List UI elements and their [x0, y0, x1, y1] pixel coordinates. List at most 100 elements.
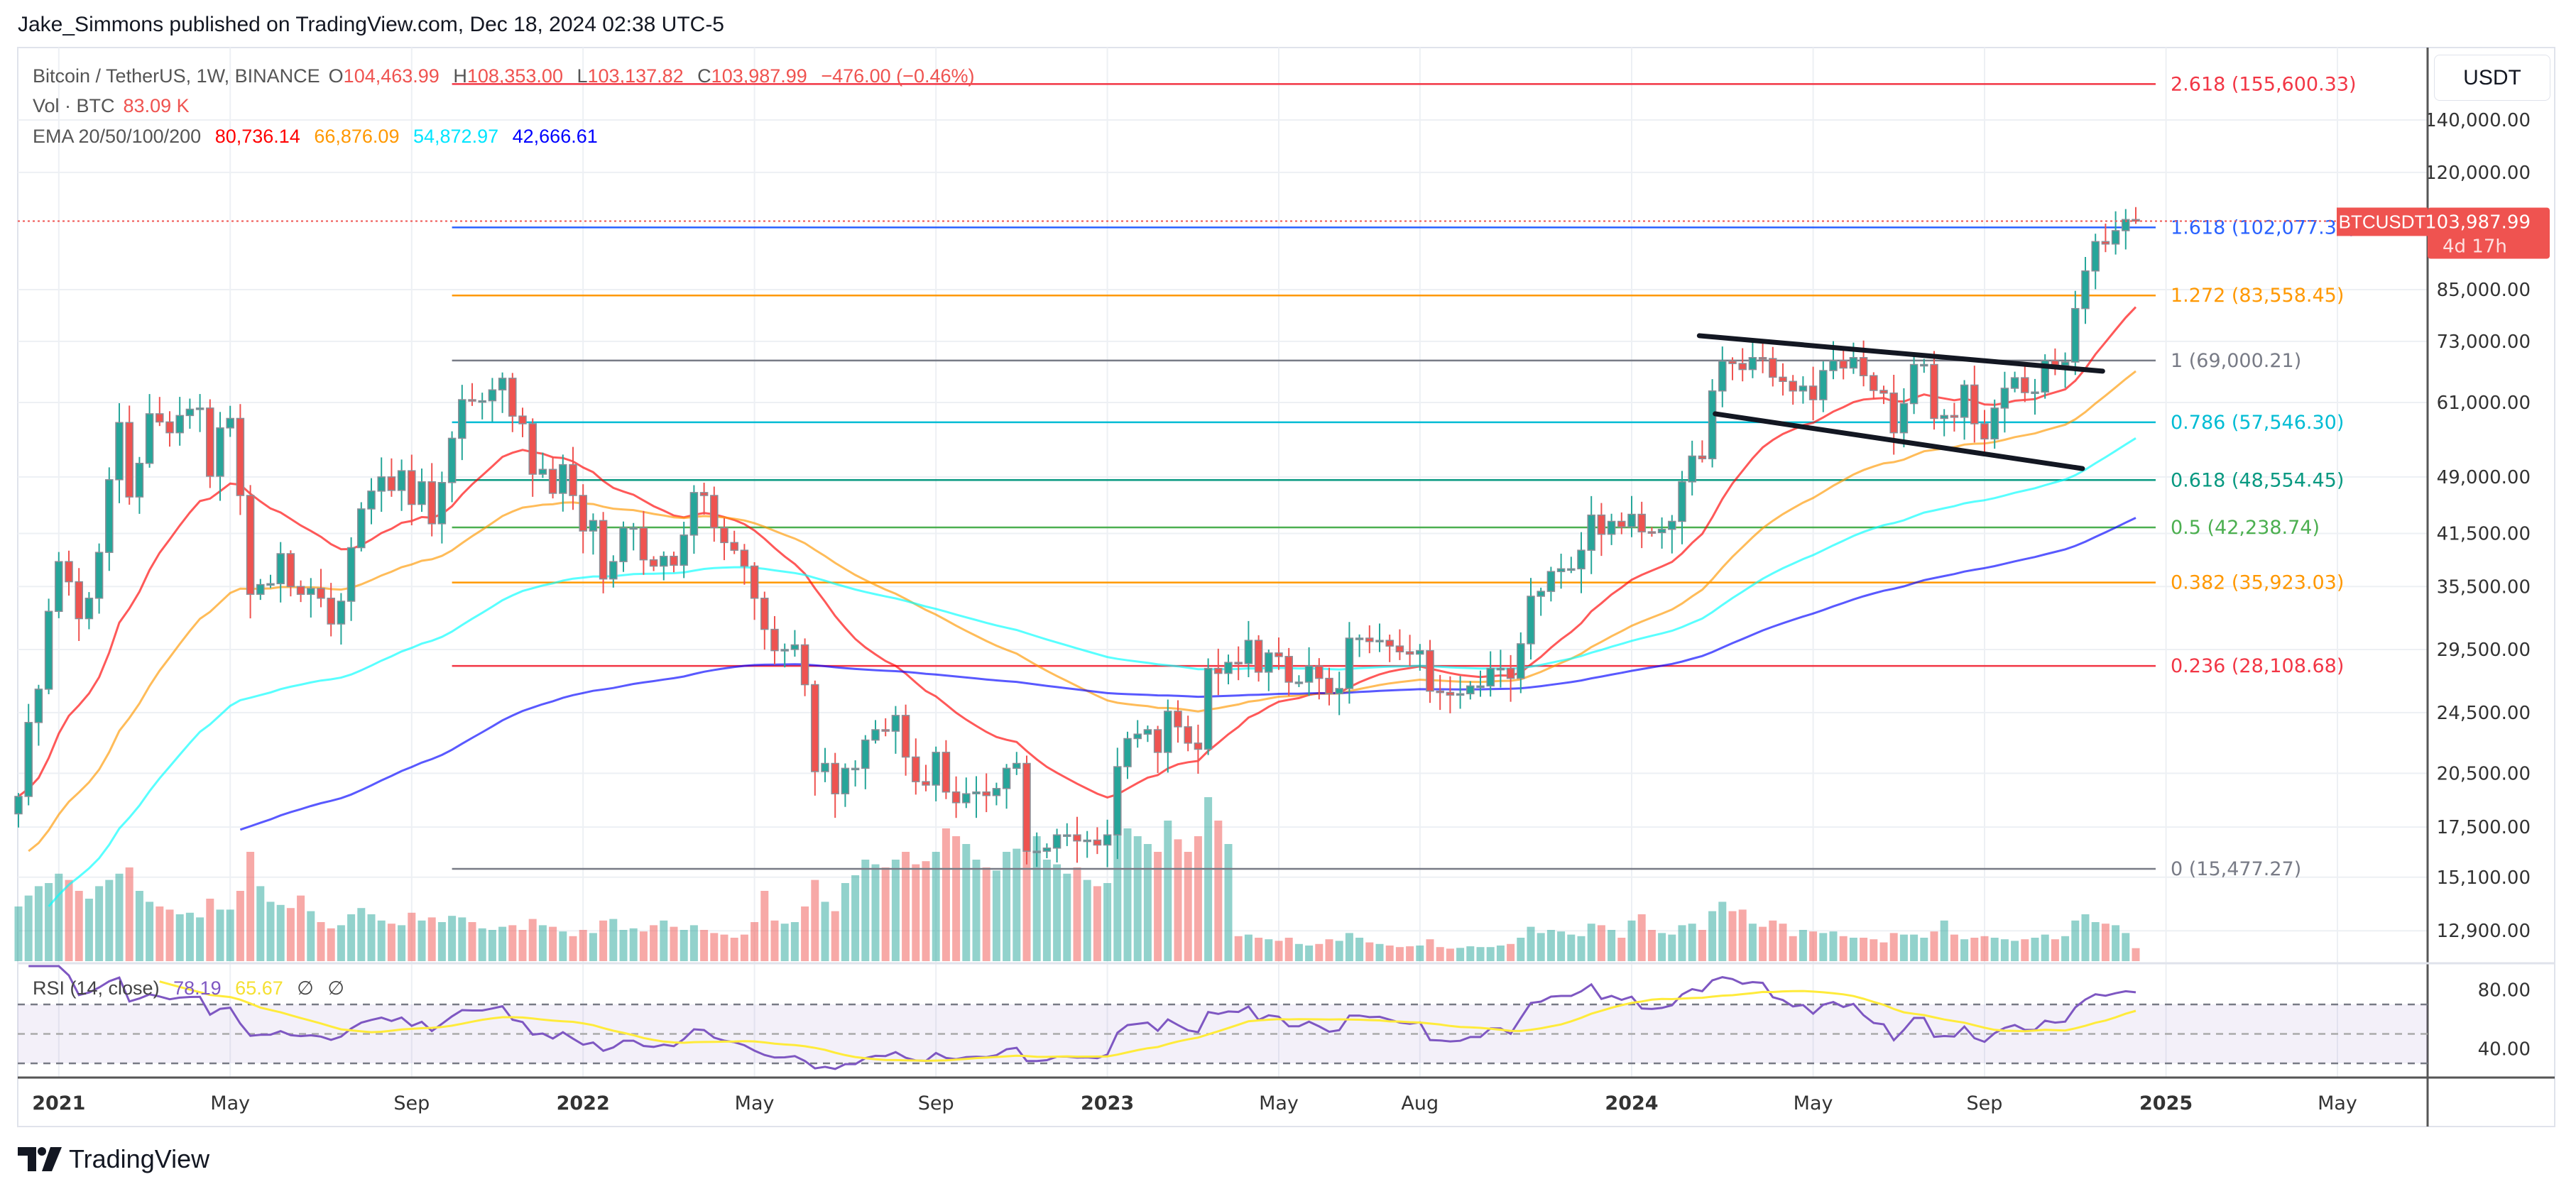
volume-bar: [831, 911, 839, 961]
candle: [498, 372, 507, 413]
candle: [458, 385, 466, 461]
candle-body: [1839, 360, 1848, 369]
candle: [1234, 646, 1243, 681]
price-tick-label: 15,100.00: [2437, 867, 2531, 889]
price-tick-label: 73,000.00: [2437, 332, 2531, 353]
volume-bar: [1668, 934, 1676, 961]
candle: [2071, 290, 2080, 376]
candle: [1486, 651, 1495, 697]
candle-body: [871, 729, 880, 741]
volume-bar: [185, 912, 194, 961]
candle: [1214, 648, 1223, 696]
volume-bar: [2122, 933, 2130, 961]
volume-bar: [307, 911, 315, 961]
candle: [800, 638, 809, 696]
candle: [84, 592, 94, 630]
candle-body: [740, 549, 749, 567]
candle-body: [34, 689, 43, 723]
candle: [528, 418, 537, 497]
candle-body: [1597, 514, 1606, 535]
candle-body: [730, 542, 738, 551]
candle-body: [1265, 652, 1273, 673]
volume-bar: [639, 931, 648, 961]
candle: [2101, 223, 2110, 253]
candle-body: [579, 495, 587, 532]
candle: [1909, 354, 1919, 415]
volume-bar: [1799, 930, 1807, 961]
candle-body: [1607, 520, 1616, 535]
currency-button[interactable]: USDT: [2434, 55, 2550, 101]
candle: [1950, 402, 1959, 432]
candle-body: [660, 555, 668, 567]
candle: [2000, 371, 2009, 433]
candle: [1083, 831, 1091, 858]
candle: [1184, 716, 1192, 752]
volume-bar: [398, 925, 406, 961]
candle: [1294, 675, 1304, 687]
candle-body: [1496, 667, 1505, 671]
candle-body: [972, 791, 981, 794]
candle: [357, 502, 366, 552]
volume-bar: [1355, 938, 1364, 961]
volume-bar: [1063, 873, 1071, 961]
volume-bar: [458, 917, 466, 961]
candle: [680, 522, 688, 579]
volume-bar: [1093, 886, 1101, 961]
volume-bar: [1627, 920, 1636, 961]
candle: [649, 556, 658, 571]
symbol-name[interactable]: Bitcoin / TetherUS, 1W, BINANCE: [33, 65, 320, 87]
tradingview-logo[interactable]: TradingView: [18, 1144, 209, 1174]
candle-body: [932, 752, 940, 786]
candle-body: [1718, 360, 1727, 392]
volume-label[interactable]: Vol · BTC: [33, 95, 115, 116]
candle-body: [780, 649, 789, 652]
volume-bar: [1960, 939, 1969, 961]
candle-body: [518, 415, 527, 424]
volume-bar: [337, 925, 345, 961]
candle-body: [1466, 685, 1475, 695]
candle: [1808, 366, 1818, 421]
volume-bar: [1738, 909, 1747, 961]
candle-body: [2122, 219, 2130, 231]
volume-bar: [236, 891, 244, 961]
candle: [1748, 339, 1757, 378]
candle-body: [992, 788, 1001, 796]
candle-body: [2041, 360, 2049, 393]
price-tick-label: 24,500.00: [2437, 703, 2531, 724]
candle-body: [1103, 834, 1112, 846]
candle: [337, 593, 346, 645]
candle: [1244, 620, 1253, 678]
candle-body: [14, 796, 23, 815]
candle-body: [1849, 357, 1858, 369]
candle-body: [185, 408, 195, 417]
price-tick-label: 85,000.00: [2437, 280, 2531, 301]
volume-bar: [175, 914, 184, 961]
volume-bar: [1305, 946, 1314, 961]
candle-body: [760, 597, 769, 630]
candle: [730, 530, 738, 554]
volume-bar: [1819, 933, 1828, 961]
candle: [1153, 725, 1162, 773]
candle-body: [1728, 360, 1737, 364]
trendline: [1696, 333, 2105, 374]
volume-bar: [730, 938, 738, 961]
candle-body: [1113, 766, 1122, 835]
volume-bar: [1174, 839, 1182, 961]
ema-label[interactable]: EMA 20/50/100/200: [33, 126, 202, 147]
tradingview-logo-icon: [18, 1147, 62, 1171]
volume-bar: [2061, 936, 2070, 961]
candle-body: [689, 492, 699, 536]
candle: [1708, 379, 1717, 468]
volume-bar: [55, 873, 63, 961]
candle: [1799, 376, 1808, 404]
volume-bar: [1759, 926, 1767, 961]
rsi-label[interactable]: RSI (14, close): [33, 977, 160, 999]
volume-bar: [1294, 943, 1303, 961]
candle-body: [206, 407, 214, 477]
candle: [34, 684, 43, 746]
candle-body: [2101, 241, 2110, 245]
candle: [1375, 623, 1384, 652]
candle: [2111, 211, 2120, 255]
volume-bar: [660, 920, 668, 961]
